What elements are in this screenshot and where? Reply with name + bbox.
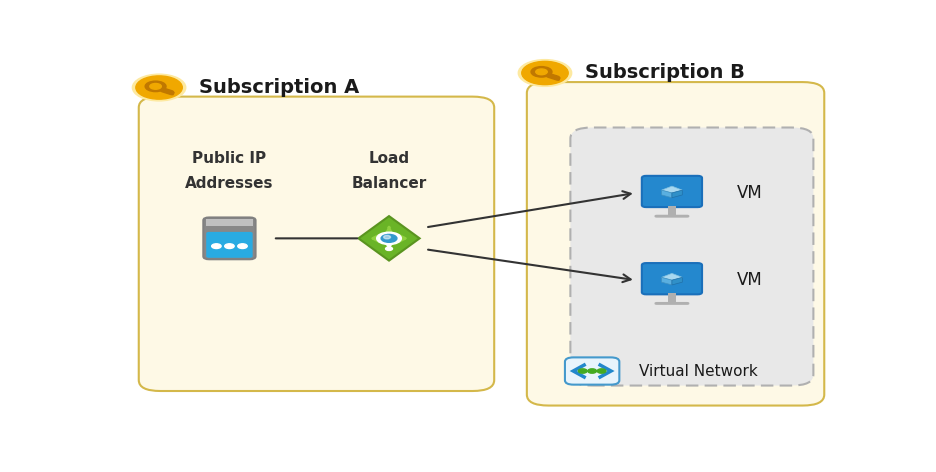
Circle shape	[519, 59, 572, 86]
FancyBboxPatch shape	[570, 127, 813, 386]
Polygon shape	[662, 186, 682, 193]
Circle shape	[386, 247, 392, 251]
Text: Addresses: Addresses	[185, 177, 273, 191]
Circle shape	[578, 369, 587, 373]
Text: Public IP: Public IP	[193, 151, 267, 166]
Polygon shape	[385, 243, 393, 250]
Bar	[668, 206, 676, 215]
Polygon shape	[662, 190, 672, 198]
Polygon shape	[662, 278, 672, 285]
FancyBboxPatch shape	[565, 357, 620, 385]
Polygon shape	[662, 273, 682, 280]
Circle shape	[145, 81, 166, 92]
FancyBboxPatch shape	[139, 97, 494, 391]
FancyBboxPatch shape	[527, 82, 825, 405]
Circle shape	[588, 369, 596, 373]
Circle shape	[521, 61, 568, 84]
Text: Balancer: Balancer	[351, 177, 427, 191]
Text: Subscription A: Subscription A	[199, 78, 359, 97]
Bar	[206, 219, 253, 227]
Circle shape	[376, 232, 402, 244]
Circle shape	[531, 67, 552, 77]
FancyBboxPatch shape	[654, 302, 689, 305]
Circle shape	[238, 244, 247, 248]
FancyBboxPatch shape	[642, 176, 702, 207]
Circle shape	[597, 369, 606, 373]
Circle shape	[535, 69, 548, 75]
FancyBboxPatch shape	[654, 215, 689, 218]
FancyBboxPatch shape	[642, 263, 702, 295]
Text: VM: VM	[738, 184, 763, 202]
Circle shape	[225, 244, 234, 248]
Circle shape	[212, 244, 221, 248]
Circle shape	[381, 235, 397, 242]
Text: VM: VM	[738, 271, 763, 289]
Polygon shape	[358, 216, 419, 261]
Circle shape	[132, 74, 185, 101]
Text: Load: Load	[369, 151, 410, 166]
FancyBboxPatch shape	[203, 218, 256, 259]
Text: Virtual Network: Virtual Network	[639, 363, 758, 379]
Polygon shape	[672, 190, 682, 198]
Bar	[668, 293, 676, 302]
Circle shape	[384, 236, 390, 239]
Circle shape	[136, 76, 183, 99]
Circle shape	[150, 84, 161, 89]
FancyBboxPatch shape	[206, 232, 253, 258]
Polygon shape	[672, 278, 682, 285]
Text: Subscription B: Subscription B	[585, 64, 745, 83]
